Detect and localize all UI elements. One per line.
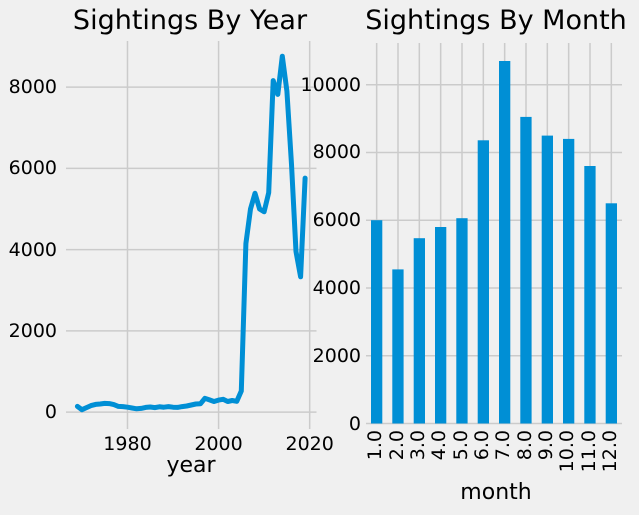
month-xtick-10.0: 10.0 xyxy=(556,430,579,473)
year-ytick-4000: 4000 xyxy=(8,238,57,261)
month-bar-12.0 xyxy=(605,203,617,424)
month-bar-5.0 xyxy=(456,218,468,424)
month-chart-title: Sightings By Month xyxy=(365,5,627,36)
month-bar-7.0 xyxy=(499,61,511,424)
month-bar-11.0 xyxy=(584,166,596,424)
month-bar-2.0 xyxy=(392,269,404,424)
month-xtick-2.0: 2.0 xyxy=(385,430,408,461)
month-bar-4.0 xyxy=(435,227,447,424)
year-ytick-0: 0 xyxy=(44,401,57,424)
year-chart-title: Sightings By Year xyxy=(72,5,308,36)
month-ytick-4000: 4000 xyxy=(312,276,361,299)
month-xtick-5.0: 5.0 xyxy=(449,430,472,461)
month-bar-8.0 xyxy=(520,116,532,424)
year-ytick-2000: 2000 xyxy=(8,319,57,342)
month-xtick-6.0: 6.0 xyxy=(470,430,493,461)
month-xtick-9.0: 9.0 xyxy=(534,430,557,461)
year-xtick-2020: 2020 xyxy=(285,433,334,455)
month-xtick-8.0: 8.0 xyxy=(513,430,536,461)
month-axis-label: month xyxy=(460,480,532,505)
month-xtick-12.0: 12.0 xyxy=(598,430,621,473)
sightings-by-year-line xyxy=(74,53,308,413)
year-xtick-1980: 1980 xyxy=(103,433,152,455)
month-xtick-11.0: 11.0 xyxy=(577,430,600,473)
month-xtick-4.0: 4.0 xyxy=(428,430,451,461)
month-ytick-8000: 8000 xyxy=(312,141,361,164)
month-bar-1.0 xyxy=(371,220,383,424)
month-xtick-1.0: 1.0 xyxy=(364,430,387,461)
month-bar-10.0 xyxy=(563,138,575,424)
month-ytick-10000: 10000 xyxy=(300,73,361,96)
month-xtick-3.0: 3.0 xyxy=(406,430,429,461)
year-ytick-8000: 8000 xyxy=(8,76,57,99)
month-xtick-7.0: 7.0 xyxy=(492,430,515,461)
year-xtick-2000: 2000 xyxy=(194,433,243,455)
month-ytick-2000: 2000 xyxy=(312,344,361,367)
month-ytick-6000: 6000 xyxy=(312,209,361,232)
month-bar-3.0 xyxy=(413,238,425,424)
year-axis-label: year xyxy=(166,453,216,478)
month-bar-6.0 xyxy=(477,140,489,424)
year-ytick-6000: 6000 xyxy=(8,157,57,180)
month-ytick-0: 0 xyxy=(348,412,361,435)
month-bar-9.0 xyxy=(541,135,553,424)
